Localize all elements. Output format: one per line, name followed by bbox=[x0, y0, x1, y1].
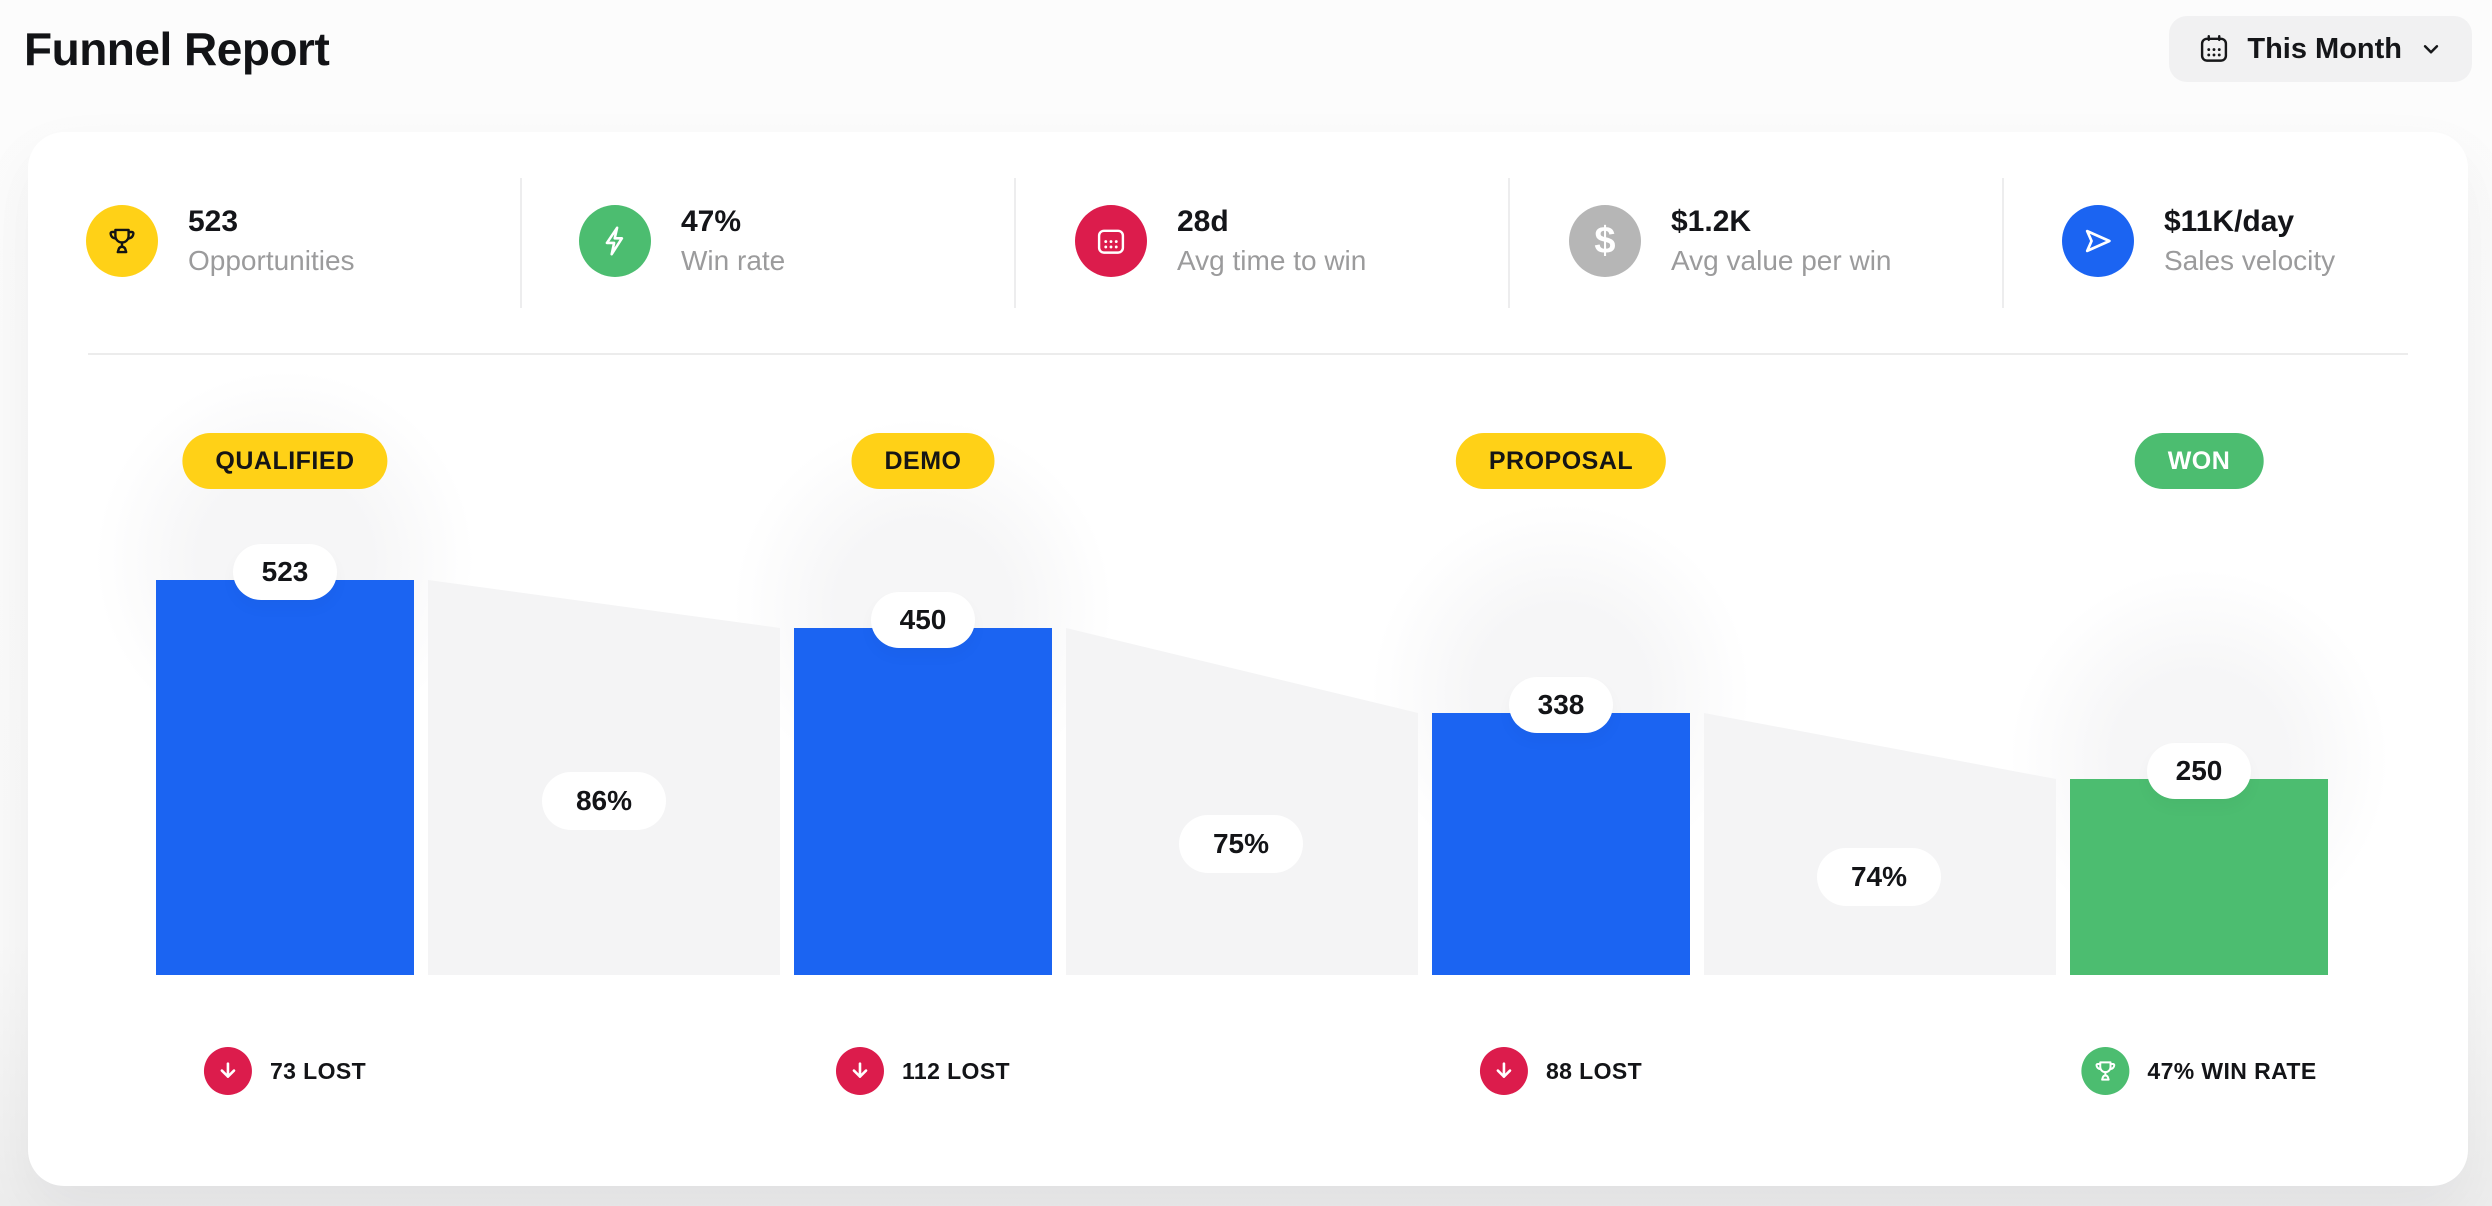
conversion-rate-pill: 74% bbox=[1817, 848, 1941, 906]
stage-badge-qualified: QUALIFIED bbox=[182, 433, 388, 489]
stage-footer-label: 47% WIN RATE bbox=[2147, 1057, 2317, 1084]
funnel-bar-demo bbox=[794, 628, 1052, 975]
arrow-down-icon bbox=[203, 1047, 252, 1095]
lightning-icon bbox=[579, 205, 651, 277]
report-card: 523 Opportunities 47% Win rate bbox=[28, 132, 2468, 1186]
stage-badge-proposal: PROPOSAL bbox=[1455, 433, 1667, 489]
period-selector-label: This Month bbox=[2247, 32, 2402, 65]
stats-divider bbox=[2002, 178, 2004, 308]
section-divider bbox=[88, 353, 2408, 355]
stat-text: $1.2K Avg value per win bbox=[1671, 205, 1892, 277]
stat-label: Avg value per win bbox=[1671, 244, 1892, 276]
funnel-bar-qualified bbox=[156, 580, 414, 975]
stage-footer-proposal: 88 LOST bbox=[1479, 1047, 1643, 1095]
stage-value-pill: 338 bbox=[1509, 677, 1613, 733]
stage-footer-label: 73 LOST bbox=[269, 1057, 367, 1084]
trophy-icon bbox=[86, 205, 158, 277]
stat-label: Opportunities bbox=[188, 244, 355, 276]
funnel-bar-proposal bbox=[1432, 713, 1690, 975]
stat-text: $11K/day Sales velocity bbox=[2164, 205, 2335, 277]
stats-divider bbox=[1014, 178, 1016, 308]
stat-opportunities: 523 Opportunities bbox=[86, 205, 355, 277]
stat-label: Win rate bbox=[681, 244, 786, 276]
stats-divider bbox=[1508, 178, 1510, 308]
stat-value: 28d bbox=[1177, 205, 1229, 239]
stage-footer-label: 88 LOST bbox=[1545, 1057, 1643, 1084]
stat-label: Sales velocity bbox=[2164, 244, 2336, 276]
calendar-icon bbox=[2197, 32, 2231, 66]
stage-footer-demo: 112 LOST bbox=[835, 1047, 1011, 1095]
stat-label: Avg time to win bbox=[1177, 244, 1367, 276]
stage-badge-won: WON bbox=[2134, 433, 2264, 489]
calendar-icon bbox=[1075, 205, 1147, 277]
trophy-icon bbox=[2081, 1047, 2130, 1095]
conversion-rate-pill: 75% bbox=[1179, 815, 1303, 873]
stat-text: 47% Win rate bbox=[681, 205, 785, 277]
send-icon bbox=[2062, 205, 2134, 277]
stat-win-rate: 47% Win rate bbox=[579, 205, 785, 277]
stage-footer-won: 47% WIN RATE bbox=[2081, 1047, 2316, 1095]
page-title: Funnel Report bbox=[24, 23, 330, 75]
stat-sales-velocity: $11K/day Sales velocity bbox=[2062, 205, 2335, 277]
arrow-down-icon bbox=[1479, 1047, 1528, 1095]
stage-value-pill: 523 bbox=[233, 544, 337, 600]
arrow-down-icon bbox=[835, 1047, 884, 1095]
chevron-down-icon bbox=[2418, 36, 2444, 62]
stat-avg-time-to-win: 28d Avg time to win bbox=[1075, 205, 1366, 277]
stage-value-pill: 450 bbox=[871, 592, 975, 648]
stat-text: 523 Opportunities bbox=[188, 205, 355, 277]
stat-value: $1.2K bbox=[1671, 205, 1752, 239]
funnel-bar-won bbox=[2070, 779, 2328, 975]
stage-footer-label: 112 LOST bbox=[901, 1057, 1011, 1084]
conversion-rate-pill: 86% bbox=[542, 772, 666, 830]
stage-value-pill: 250 bbox=[2147, 743, 2251, 799]
stat-value: 47% bbox=[681, 205, 742, 239]
stage-footer-qualified: 73 LOST bbox=[203, 1047, 367, 1095]
stage-badge-demo: DEMO bbox=[851, 433, 995, 489]
stat-text: 28d Avg time to win bbox=[1177, 205, 1366, 277]
stat-avg-value-per-win: $ $1.2K Avg value per win bbox=[1569, 205, 1892, 277]
dollar-icon: $ bbox=[1569, 205, 1641, 277]
funnel-connectors bbox=[428, 580, 2056, 975]
stat-value: $11K/day bbox=[2164, 205, 2295, 239]
period-selector-button[interactable]: This Month bbox=[2169, 16, 2472, 82]
stats-divider bbox=[520, 178, 522, 308]
stat-value: 523 bbox=[188, 205, 239, 239]
